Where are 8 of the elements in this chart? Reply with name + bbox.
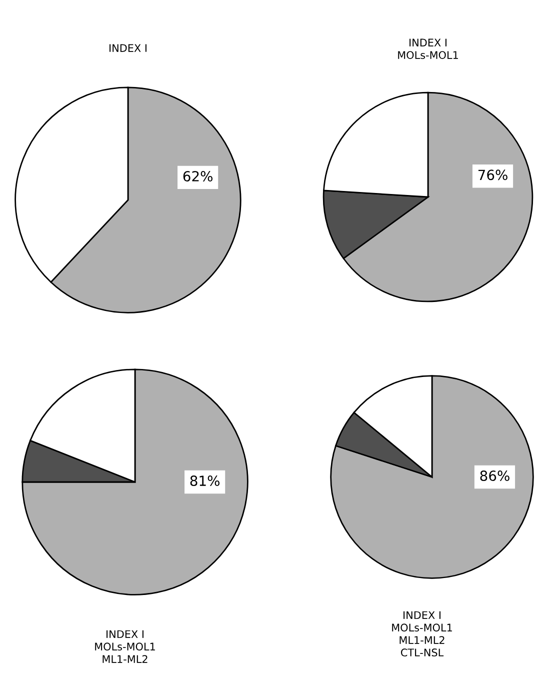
- text: 62%: [183, 171, 212, 182]
- text: 86%: [480, 470, 510, 482]
- text: 76%: [478, 170, 508, 180]
- text: 81%: [190, 476, 220, 486]
- chart-title: INDEX I MOLs-MOL1: [398, 38, 458, 59]
- text: INDEX I MOLs-MOL1 ML1-ML2 CTL-NSL: [392, 611, 452, 656]
- text: INDEX I MOLs-MOL1 ML1-ML2: [95, 630, 155, 663]
- chart-title: INDEX I: [110, 44, 146, 52]
